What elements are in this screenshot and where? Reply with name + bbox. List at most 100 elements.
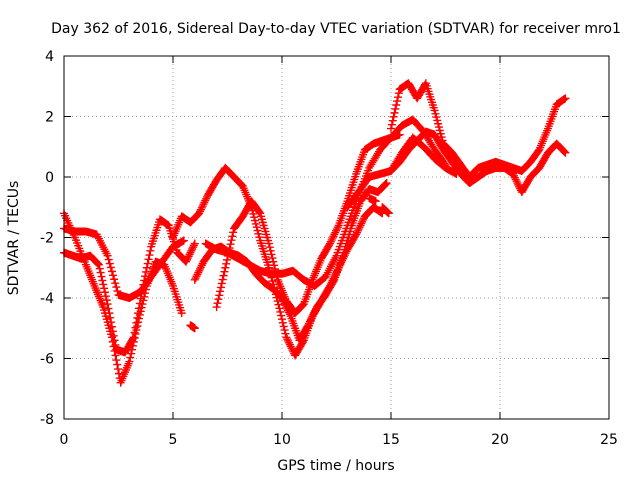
data-point (197, 203, 206, 212)
data-point (106, 313, 115, 322)
data-point (381, 179, 390, 188)
data-point (185, 250, 194, 259)
data-point (110, 275, 119, 284)
data-point (514, 180, 523, 189)
data-point (128, 334, 137, 343)
data-point (371, 197, 380, 206)
data-point (276, 307, 285, 316)
data-point (196, 264, 205, 273)
data-point (216, 283, 225, 292)
data-point (329, 232, 338, 241)
data-point (145, 251, 154, 260)
tick-layer: 0 5 10 15 20 25 -8 -6 -4 -2 0 2 4 (40, 49, 618, 448)
data-point (134, 309, 143, 318)
x-tick-label: 15 (382, 432, 400, 448)
data-point (310, 308, 319, 317)
data-point (330, 230, 339, 239)
data-point (103, 251, 112, 260)
data-point (274, 300, 283, 309)
data-point (509, 169, 518, 178)
data-point (109, 331, 118, 340)
x-tick-label: 20 (491, 432, 509, 448)
data-point (103, 300, 112, 309)
data-point (298, 301, 307, 310)
data-point (94, 260, 103, 269)
data-point (105, 309, 114, 318)
data-point (280, 326, 289, 335)
data-point (325, 239, 334, 248)
x-axis-label: GPS time / hours (277, 458, 394, 474)
data-point (393, 93, 402, 102)
data-point (184, 252, 193, 261)
data-point (189, 241, 198, 250)
data-point (112, 283, 121, 292)
data-point (387, 124, 395, 133)
data-point (510, 173, 519, 182)
data-point (329, 277, 338, 286)
data-point (389, 112, 398, 121)
data-point (452, 169, 461, 178)
data-point (111, 279, 120, 288)
data-point (189, 243, 198, 252)
data-point (102, 296, 111, 305)
x-tick-label: 10 (273, 432, 291, 448)
data-point (107, 318, 116, 327)
data-point (311, 306, 320, 315)
data-point (388, 116, 397, 125)
data-point (197, 261, 206, 270)
data-point (284, 338, 293, 347)
data-point (216, 287, 225, 296)
y-tick-label: 0 (45, 170, 54, 186)
data-point (195, 266, 204, 275)
data-point (560, 147, 569, 156)
data-point (332, 225, 341, 234)
data-point (214, 295, 223, 304)
data-point (333, 223, 342, 232)
data-point (356, 221, 365, 230)
data-point (269, 257, 278, 266)
data-point (512, 177, 521, 186)
data-point (283, 335, 292, 344)
data-point (127, 349, 136, 358)
data-point (190, 239, 199, 248)
data-point (196, 263, 205, 272)
y-tick-label: -8 (40, 412, 54, 428)
data-point (113, 360, 122, 369)
data-point (142, 263, 151, 272)
data-point (270, 261, 279, 270)
data-point (220, 267, 229, 276)
data-point (132, 318, 141, 327)
data-point (177, 309, 186, 318)
data-point (275, 304, 284, 313)
data-point (391, 104, 400, 113)
y-axis-label: SDTVAR / TECUs (6, 181, 22, 296)
data-point (93, 258, 102, 267)
data-point (98, 276, 107, 285)
data-point (226, 240, 235, 249)
data-point (217, 279, 226, 288)
data-point (326, 237, 335, 246)
data-point (394, 89, 403, 98)
data-point (268, 254, 277, 263)
data-point (282, 333, 291, 342)
data-point (104, 255, 113, 264)
data-point (229, 228, 238, 237)
data-point (380, 180, 389, 189)
data-point (279, 322, 288, 331)
data-point (179, 236, 188, 245)
data-point (191, 274, 200, 283)
data-point (187, 246, 196, 255)
data-point (309, 310, 318, 319)
data-point (146, 246, 155, 255)
data-point (202, 194, 211, 203)
data-point (111, 351, 120, 360)
data-point (96, 268, 105, 277)
data-point (305, 319, 314, 328)
data-point (327, 235, 336, 244)
data-point (196, 207, 205, 216)
data-point (194, 268, 203, 277)
data-point (332, 226, 341, 235)
x-tick-label: 5 (169, 432, 178, 448)
data-point (130, 328, 139, 337)
